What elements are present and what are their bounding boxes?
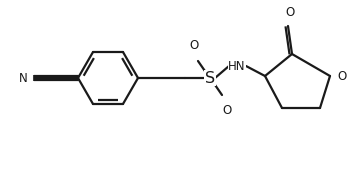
Text: S: S	[205, 70, 215, 86]
Text: N: N	[19, 71, 28, 84]
Text: O: O	[285, 6, 295, 19]
Text: O: O	[189, 39, 198, 52]
Text: O: O	[337, 70, 346, 83]
Text: HN: HN	[228, 60, 246, 73]
Text: O: O	[222, 104, 232, 117]
